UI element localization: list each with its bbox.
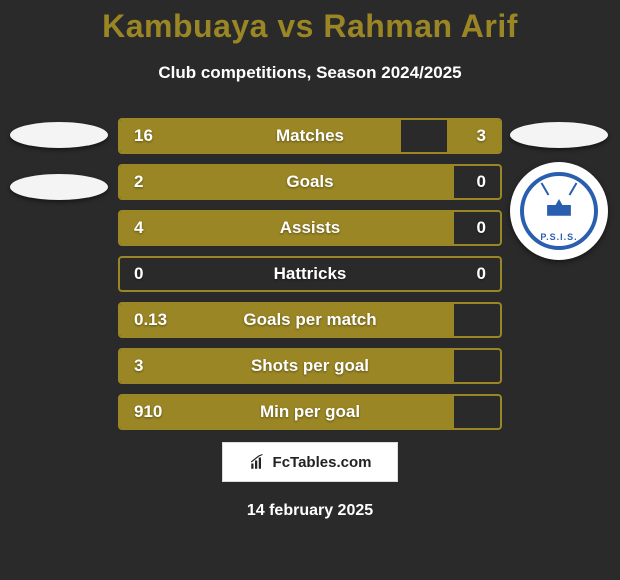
club-badge-inner: P.S.I.S. bbox=[520, 172, 598, 250]
chart-icon bbox=[249, 453, 267, 471]
player-left-badges bbox=[10, 122, 108, 200]
placeholder-oval bbox=[10, 122, 108, 148]
page-title: Kambuaya vs Rahman Arif bbox=[0, 0, 620, 45]
subtitle: Club competitions, Season 2024/2025 bbox=[0, 63, 620, 83]
stats-container: 163Matches 20Goals 40Assists 00Hattricks 0.1… bbox=[118, 118, 502, 430]
stat-row: 910Min per goal bbox=[118, 394, 502, 430]
club-name: P.S.I.S. bbox=[540, 232, 577, 242]
player-right-badges: P.S.I.S. bbox=[510, 122, 608, 260]
brand-footer: FcTables.com bbox=[222, 442, 398, 482]
stat-row: 20Goals bbox=[118, 164, 502, 200]
stat-row: 40Assists bbox=[118, 210, 502, 246]
footer-date: 14 february 2025 bbox=[0, 502, 620, 520]
stat-label: Assists bbox=[120, 218, 500, 238]
stat-row: 163Matches bbox=[118, 118, 502, 154]
stat-row: 3Shots per goal bbox=[118, 348, 502, 384]
club-monument-icon bbox=[542, 199, 576, 223]
stat-label: Matches bbox=[120, 126, 500, 146]
stat-label: Goals bbox=[120, 172, 500, 192]
stat-row: 0.13Goals per match bbox=[118, 302, 502, 338]
stat-label: Shots per goal bbox=[120, 356, 500, 376]
stat-label: Goals per match bbox=[120, 310, 500, 330]
brand-text: FcTables.com bbox=[273, 454, 372, 471]
placeholder-oval bbox=[510, 122, 608, 148]
stat-label: Hattricks bbox=[120, 264, 500, 284]
club-badge: P.S.I.S. bbox=[510, 162, 608, 260]
stat-row: 00Hattricks bbox=[118, 256, 502, 292]
stat-label: Min per goal bbox=[120, 402, 500, 422]
placeholder-oval bbox=[10, 174, 108, 200]
